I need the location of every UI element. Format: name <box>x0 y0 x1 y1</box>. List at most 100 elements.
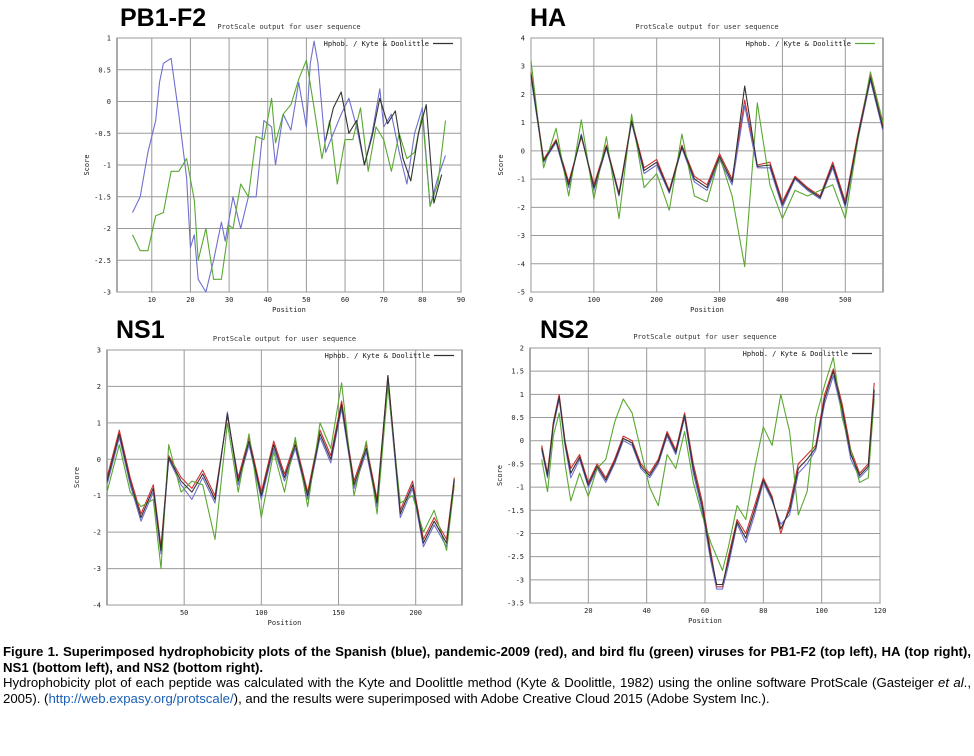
x-tick-label: 60 <box>701 607 709 615</box>
y-tick-label: -2 <box>93 529 101 537</box>
x-tick-label: 80 <box>418 296 426 304</box>
caption-body-3: ), and the results were superimposed wit… <box>233 690 770 706</box>
y-tick-label: -1 <box>517 176 525 184</box>
caption-body-1: Hydrophobicity plot of each peptide was … <box>3 675 939 690</box>
y-tick-label: 0 <box>520 437 524 445</box>
y-tick-label: -3 <box>517 232 525 240</box>
chart-title: ProtScale output for user sequence <box>213 335 356 343</box>
x-tick-label: 20 <box>584 607 592 615</box>
y-tick-label: 2 <box>521 91 525 99</box>
chart-title: ProtScale output for user sequence <box>633 333 776 341</box>
y-axis-label: Score <box>73 467 81 488</box>
series-line-2 <box>325 91 443 204</box>
y-tick-label: 0 <box>521 147 525 155</box>
y-tick-label: 2 <box>520 345 524 353</box>
x-tick-label: 60 <box>341 296 349 304</box>
y-tick-label: -1.5 <box>94 193 111 201</box>
figure-caption: Figure 1. Superimposed hydrophobicity pl… <box>3 644 971 706</box>
y-tick-label: 0 <box>107 98 111 106</box>
pb1f2-chart-panel: 1 0.5 0 -0.5 -1 -1.5 -2 -2.5 -3 10 20 30 40 50 60 70 80 9… <box>0 0 470 320</box>
series-line-3 <box>106 374 455 551</box>
caption-body-2: ., 2005). ( <box>3 675 971 706</box>
x-tick-label: 50 <box>180 609 188 617</box>
chart-svg: 2 1.5 1 0.5 0 -0.5 -1 -1.5 -2 -2.5 -3 -3.5 20 40 60 80 1… <box>496 333 887 625</box>
y-tick-label: -2 <box>516 530 524 538</box>
y-tick-label: -4 <box>93 602 101 610</box>
x-tick-label: 100 <box>815 607 828 615</box>
x-tick-label: 300 <box>713 296 726 304</box>
y-axis-label: Score <box>497 154 505 175</box>
chart-svg: 3 2 1 0 -1 -2 -3 -4 50 100 150 200 ProtScale output … <box>73 335 463 627</box>
x-tick-label: 90 <box>457 296 465 304</box>
x-tick-label: 0 <box>529 296 533 304</box>
y-tick-label: 0.5 <box>98 66 111 74</box>
plot-frame <box>530 37 884 293</box>
y-axis-label: Score <box>83 154 91 175</box>
x-tick-label: 400 <box>776 296 789 304</box>
y-tick-label: 2 <box>97 383 101 391</box>
series-line-3 <box>541 370 875 586</box>
x-tick-label: 70 <box>379 296 387 304</box>
x-axis-label: Position <box>688 617 722 625</box>
ns2-panel-label: NS2 <box>540 316 589 344</box>
y-tick-label: -3 <box>516 576 524 584</box>
x-tick-label: 40 <box>642 607 650 615</box>
ns1-panel-label: NS1 <box>116 316 165 344</box>
y-tick-label: -2.5 <box>94 257 111 265</box>
chart-title: ProtScale output for user sequence <box>635 23 778 31</box>
x-tick-label: 40 <box>264 296 272 304</box>
legend-text: Hphob. / Kyte & Doolittle <box>743 350 848 358</box>
y-axis-label: Score <box>496 465 504 486</box>
y-tick-label: 1 <box>97 419 101 427</box>
y-tick-label: 0 <box>97 456 101 464</box>
x-tick-label: 100 <box>588 296 601 304</box>
legend-text: Hphob. / Kyte & Doolittle <box>324 40 429 48</box>
pb1f2-panel-label: PB1-F2 <box>120 4 207 32</box>
y-tick-label: 0.5 <box>511 414 524 422</box>
y-tick-label: 1 <box>520 391 524 399</box>
y-tick-label: -0.5 <box>507 460 524 468</box>
x-tick-label: 100 <box>255 609 268 617</box>
series-line-2 <box>106 382 455 570</box>
ha-panel-label: HA <box>530 4 567 32</box>
series-line-1 <box>132 59 447 280</box>
y-tick-label: -0.5 <box>94 130 111 138</box>
x-axis-label: Position <box>690 306 724 314</box>
x-tick-label: 200 <box>409 609 422 617</box>
chart-svg: 4 3 2 1 0 -1 -2 -3 -4 -5 0 100 200 300 400 500 ProtScale… <box>497 23 884 314</box>
x-axis-label: Position <box>272 306 306 314</box>
x-axis-label: Position <box>268 619 302 627</box>
y-tick-label: 3 <box>521 63 525 71</box>
x-tick-label: 120 <box>874 607 887 615</box>
x-tick-label: 30 <box>225 296 233 304</box>
y-tick-label: -1 <box>103 162 111 170</box>
legend-text: Hphob. / Kyte & Doolittle <box>325 352 430 360</box>
ha-chart-panel: 4 3 2 1 0 -1 -2 -3 -4 -5 0 100 200 300 400 500 ProtScale… <box>490 0 974 320</box>
y-tick-label: 1.5 <box>511 368 524 376</box>
y-tick-label: 3 <box>97 347 101 355</box>
series-line-3 <box>530 74 884 206</box>
caption-et-al: et al <box>938 675 964 690</box>
x-tick-label: 10 <box>148 296 156 304</box>
y-tick-label: -2 <box>103 225 111 233</box>
x-tick-label: 150 <box>332 609 345 617</box>
y-tick-label: -5 <box>517 289 525 297</box>
ns2-chart-panel: 2 1.5 1 0.5 0 -0.5 -1 -1.5 -2 -2.5 -3 -3.5 20 40 60 80 1… <box>490 318 974 638</box>
ns1-chart-panel: 3 2 1 0 -1 -2 -3 -4 50 100 150 200 ProtScale output … <box>0 318 470 638</box>
y-tick-label: -3 <box>103 289 111 297</box>
x-tick-label: 80 <box>759 607 767 615</box>
y-tick-label: -1 <box>93 492 101 500</box>
y-tick-label: -3 <box>93 565 101 573</box>
y-tick-label: -2 <box>517 204 525 212</box>
y-tick-label: 1 <box>107 35 111 43</box>
y-tick-label: -2.5 <box>507 553 524 561</box>
chart-title: ProtScale output for user sequence <box>217 23 360 31</box>
x-tick-label: 20 <box>186 296 194 304</box>
protscale-link[interactable]: http://web.expasy.org/protscale/ <box>48 690 234 706</box>
caption-bold-title: Figure 1. Superimposed hydrophobicity pl… <box>3 644 971 675</box>
y-tick-label: -3.5 <box>507 600 524 608</box>
x-tick-label: 50 <box>302 296 310 304</box>
y-tick-label: -4 <box>517 260 525 268</box>
x-tick-label: 200 <box>650 296 663 304</box>
y-tick-label: -1.5 <box>507 507 524 515</box>
